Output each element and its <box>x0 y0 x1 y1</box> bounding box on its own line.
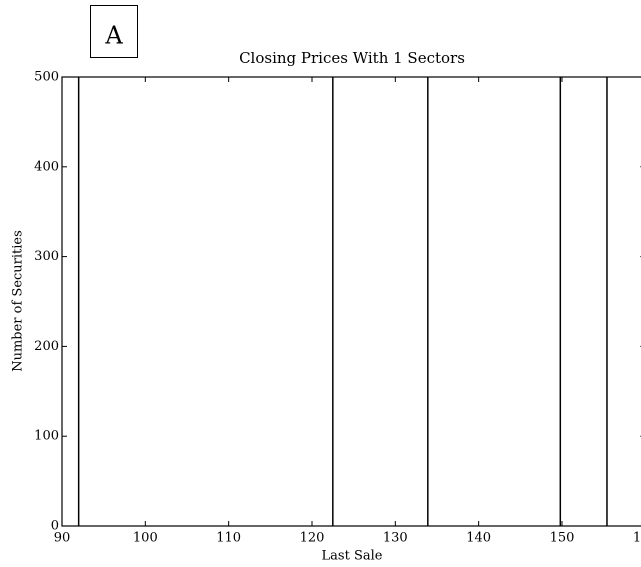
y-tick-label: 200 <box>34 339 59 354</box>
x-tick-label: 110 <box>216 531 241 546</box>
annotation-box <box>90 5 138 58</box>
y-tick-label: 0 <box>51 519 59 534</box>
plot-frame <box>61 76 641 527</box>
y-axis-label: Number of Securities <box>11 230 26 372</box>
annotation: A <box>104 22 123 50</box>
x-tick-label: 150 <box>550 531 575 546</box>
y-tick-label: 500 <box>34 70 59 85</box>
y-tick-label: 400 <box>34 159 59 174</box>
y-tick-label: 300 <box>34 249 59 264</box>
y-tick-label: 100 <box>34 429 59 444</box>
x-tick-label: 130 <box>383 531 408 546</box>
x-tick-label: 100 <box>133 531 158 546</box>
x-tick-label: 90 <box>54 531 71 546</box>
x-tick-label: 160 <box>633 531 641 546</box>
chart-title: Closing Prices With 1 Sectors <box>239 49 465 67</box>
x-tick-label: 140 <box>466 531 491 546</box>
x-tick-label: 120 <box>300 531 325 546</box>
x-axis-label: Last Sale <box>322 549 383 564</box>
